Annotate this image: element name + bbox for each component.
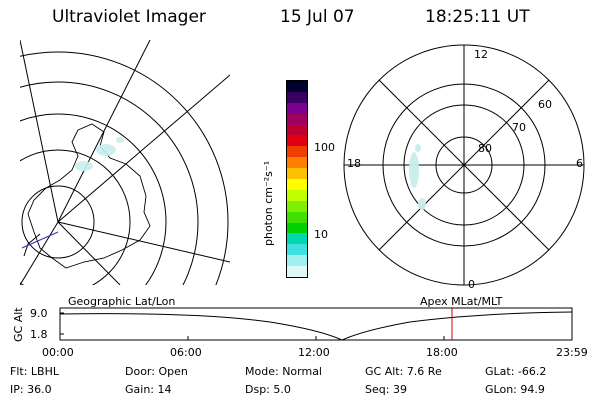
mlat-label-80: 80	[478, 142, 492, 155]
colorbar-band-13	[287, 222, 307, 234]
colorbar-band-15	[287, 244, 307, 256]
altitude-xtick-1200: 12:00	[298, 346, 330, 359]
colorbar-band-17	[287, 266, 307, 278]
mlt-label-6: 6	[576, 157, 583, 170]
colorbar-band-8	[287, 168, 307, 180]
altitude-ytick-9: 9.0	[30, 307, 48, 320]
colorbar-band-6	[287, 146, 307, 158]
mlt-label-12: 12	[474, 48, 488, 61]
colorbar-band-0	[287, 81, 307, 92]
altitude-xtick-0000: 00:00	[42, 346, 74, 359]
mlat-label-70: 70	[512, 121, 526, 134]
altitude-curve	[59, 311, 573, 341]
altitude-xtick-0600: 06:00	[170, 346, 202, 359]
colorbar-band-5	[287, 135, 307, 147]
colorbar-band-9	[287, 179, 307, 190]
colorbar-band-14	[287, 233, 307, 245]
status-seq: Seq: 39	[365, 383, 407, 396]
altitude-ytick-1.8: 1.8	[30, 328, 48, 341]
colorbar	[286, 80, 308, 278]
spin-axis-line	[21, 231, 59, 249]
status-glon: GLon: 94.9	[485, 383, 545, 396]
colorbar-band-2	[287, 102, 307, 114]
status-gain: Gain: 14	[125, 383, 172, 396]
colorbar-band-4	[287, 124, 307, 136]
geo-map-caption: Geographic Lat/Lon	[68, 295, 176, 308]
time-display: 18:25:11 UT	[425, 7, 530, 27]
status-ip: IP: 36.0	[10, 383, 52, 396]
colorbar-band-1	[287, 91, 307, 103]
colorbar-tick-10: 10	[314, 228, 328, 241]
polar-plot-caption: Apex MLat/MLT	[420, 295, 503, 308]
colorbar-band-16	[287, 255, 307, 267]
colorbar-band-10	[287, 189, 307, 201]
colorbar-band-11	[287, 200, 307, 212]
status-gc-alt: GC Alt: 7.6 Re	[365, 365, 442, 378]
colorbar-band-3	[287, 113, 307, 125]
colorbar-tick-100: 100	[314, 141, 335, 154]
status-glat: GLat: -66.2	[485, 365, 547, 378]
mlat-label-60: 60	[538, 98, 552, 111]
altitude-xtick-1800: 18:00	[426, 346, 458, 359]
status-door: Door: Open	[125, 365, 188, 378]
altitude-ylabel: GC Alt	[12, 307, 25, 342]
status-dsp: Dsp: 5.0	[245, 383, 291, 396]
colorbar-band-12	[287, 211, 307, 223]
app-title: Ultraviolet Imager	[52, 7, 206, 27]
colorbar-band-7	[287, 157, 307, 169]
date-display: 15 Jul 07	[280, 7, 355, 27]
altitude-xtick-2359: 23:59	[556, 346, 588, 359]
status-flt: Flt: LBHL	[10, 365, 59, 378]
status-mode: Mode: Normal	[245, 365, 322, 378]
mlt-label-18: 18	[347, 157, 361, 170]
mlt-label-0: 0	[468, 278, 475, 291]
